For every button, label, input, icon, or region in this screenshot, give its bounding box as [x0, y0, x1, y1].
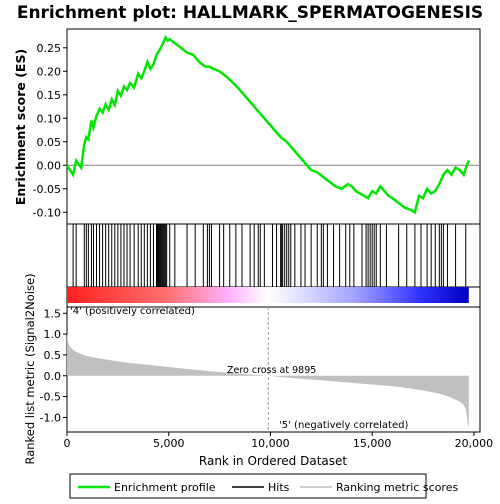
es-y-tick-label: -0.05	[33, 183, 61, 196]
metric-x-tick-label: 5,000	[153, 437, 185, 450]
legend-metric-label: Ranking metric scores	[336, 481, 458, 494]
metric-x-axis: 0 5,000 10,000 15,000 20,000	[64, 432, 494, 450]
es-y-tick-label: 0.25	[37, 42, 62, 55]
legend-box	[69, 473, 427, 499]
hits-plot-frame	[66, 223, 481, 288]
metric-y-tick-label: 1.0	[44, 328, 62, 341]
es-y-axis: -0.10 -0.05 0.00 0.05 0.10 0.15 0.20 0.25	[33, 42, 67, 219]
es-y-tick-label: 0.05	[37, 136, 62, 149]
es-y-tick-label: 0.15	[37, 89, 62, 102]
chart-title: Enrichment plot: HALLMARK_SPERMATOGENESI…	[17, 3, 483, 23]
metric-y-tick-label: 0.5	[44, 349, 62, 362]
es-y-tick-label: 0.20	[37, 65, 62, 78]
enrichment-profile-line	[65, 34, 470, 215]
es-y-tick-label: -0.10	[33, 206, 61, 219]
metric-x-tick-label: 10,000	[251, 437, 290, 450]
es-y-axis-label: Enrichment score (ES)	[13, 49, 28, 205]
es-plot-frame	[66, 28, 481, 225]
ranking-color-bar	[67, 287, 469, 303]
legend-enrichment-label: Enrichment profile	[114, 481, 216, 494]
metric-x-tick-label: 15,000	[353, 437, 392, 450]
metric-x-tick-label: 0	[64, 437, 71, 450]
legend-hits-label: Hits	[268, 481, 290, 494]
metric-y-axis-label: Ranked list metric (Signal2Noise)	[23, 273, 37, 464]
metric-y-tick-label: -1.0	[40, 411, 61, 424]
metric-y-tick-label: 1.5	[44, 307, 62, 320]
metric-x-tick-label: 20,000	[455, 437, 494, 450]
negative-correlation-label: '5' (negatively correlated)	[279, 420, 408, 431]
hit-marks	[72, 224, 467, 287]
ranked-metric-area	[67, 332, 469, 428]
positive-correlation-label: '4' (positively correlated)	[70, 306, 195, 317]
metric-x-axis-label: Rank in Ordered Dataset	[199, 454, 347, 468]
zero-cross-annotation: Zero cross at 9895	[227, 365, 316, 376]
es-y-tick-label: 0.10	[37, 112, 62, 125]
metric-y-axis: -1.0 -0.5 0.0 0.5 1.0 1.5	[40, 307, 67, 424]
es-y-tick-label: 0.00	[37, 159, 62, 172]
metric-y-tick-label: 0.0	[44, 370, 62, 383]
metric-y-tick-label: -0.5	[40, 391, 61, 404]
